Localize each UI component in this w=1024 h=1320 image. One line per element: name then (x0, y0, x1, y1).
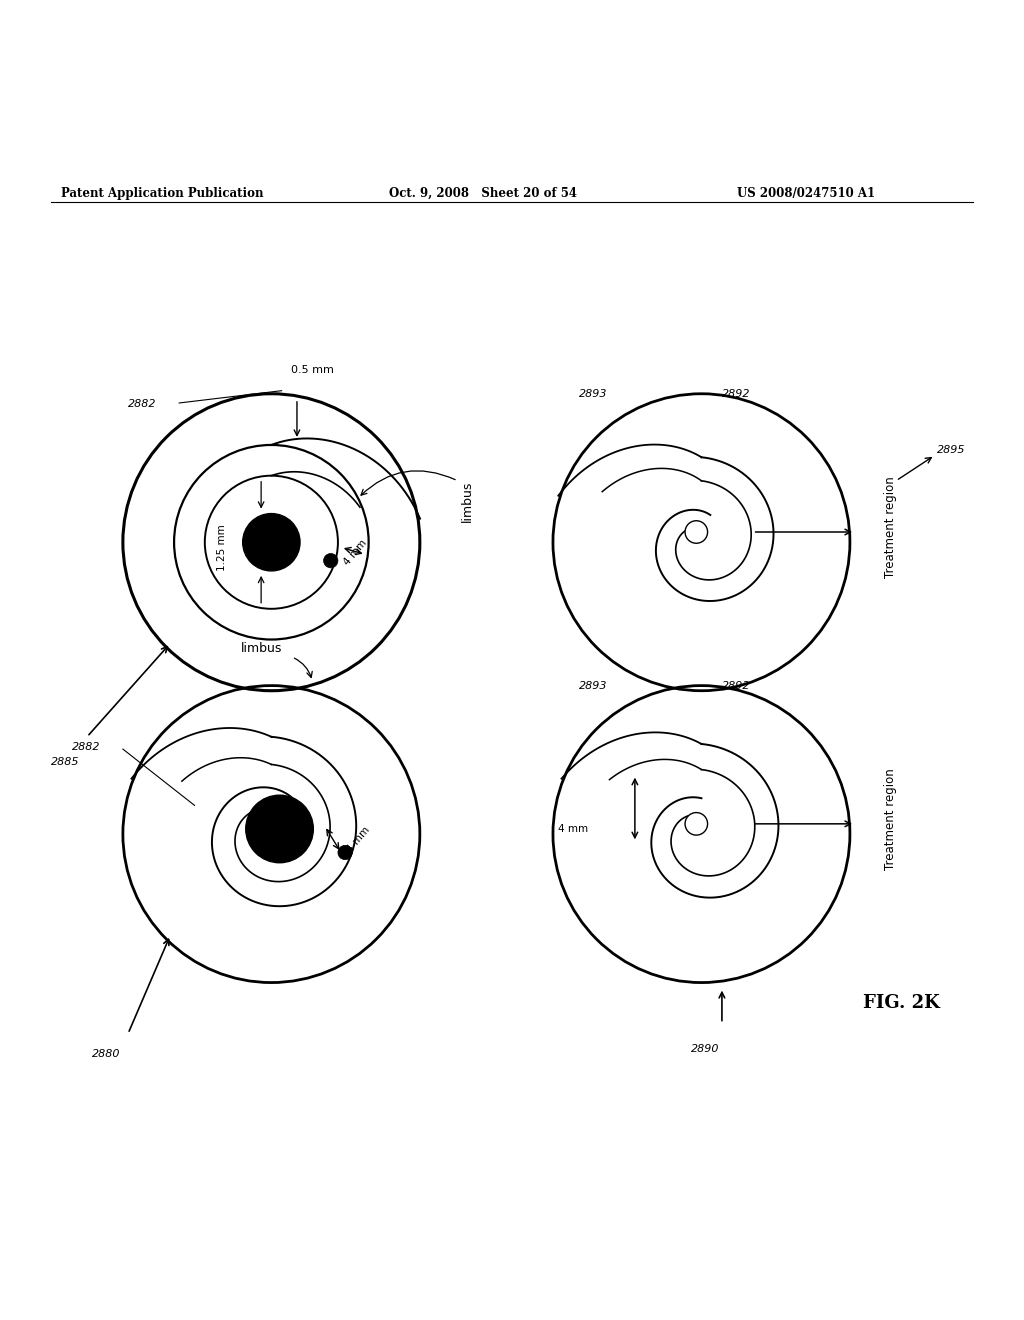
Text: 2893: 2893 (579, 681, 607, 690)
Text: Treatment region: Treatment region (885, 477, 897, 578)
Circle shape (685, 813, 708, 836)
Text: 0.5 mm: 0.5 mm (291, 366, 334, 375)
Text: US 2008/0247510 A1: US 2008/0247510 A1 (737, 187, 876, 199)
Text: 1.25 mm: 1.25 mm (217, 524, 227, 570)
Circle shape (324, 553, 338, 568)
Text: 2892: 2892 (722, 681, 751, 690)
Text: 2885: 2885 (51, 758, 80, 767)
Text: 2882: 2882 (72, 742, 100, 752)
Text: 2890: 2890 (691, 1044, 720, 1055)
Text: 2882: 2882 (128, 399, 157, 409)
Text: Patent Application Publication: Patent Application Publication (61, 187, 264, 199)
Circle shape (246, 795, 313, 863)
Text: 4 mm: 4 mm (345, 825, 372, 854)
Text: 2892: 2892 (722, 389, 751, 399)
Text: 2893: 2893 (579, 389, 607, 399)
Text: Oct. 9, 2008   Sheet 20 of 54: Oct. 9, 2008 Sheet 20 of 54 (389, 187, 578, 199)
Text: 2895: 2895 (937, 445, 966, 455)
Text: 4 mm: 4 mm (558, 824, 589, 834)
Text: 2880: 2880 (92, 1049, 121, 1059)
Text: FIG. 2K: FIG. 2K (863, 994, 939, 1012)
Text: Treatment region: Treatment region (885, 768, 897, 870)
Circle shape (243, 513, 300, 572)
Circle shape (338, 845, 352, 859)
Text: limbus: limbus (461, 480, 474, 521)
Text: 4 mm: 4 mm (342, 537, 369, 568)
Circle shape (685, 520, 708, 544)
Text: limbus: limbus (241, 642, 282, 655)
